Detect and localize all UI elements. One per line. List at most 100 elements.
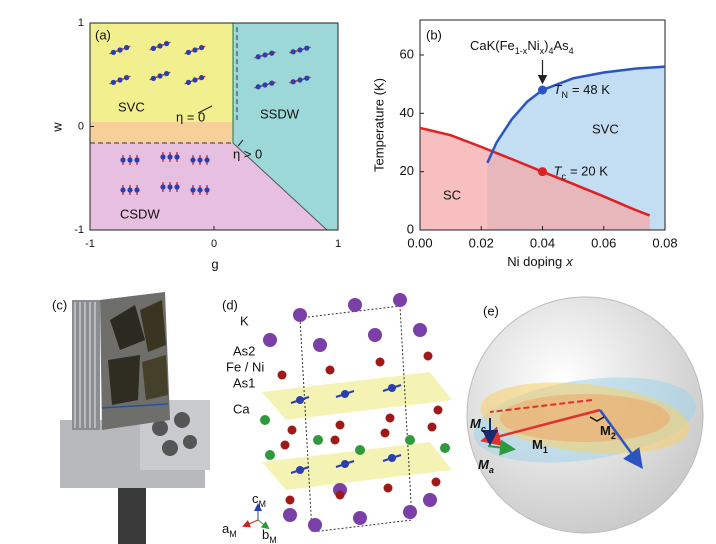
crystal-structure (260, 293, 452, 533)
ca-atom (405, 435, 415, 445)
atom (204, 157, 210, 163)
atom (198, 45, 205, 51)
atom (110, 49, 117, 55)
atom (150, 75, 157, 81)
point-label-part: T (554, 82, 563, 97)
axis-label-part: M (259, 499, 267, 509)
region-label: SVC (118, 99, 145, 114)
ca-atom (313, 435, 323, 445)
atom (297, 77, 303, 83)
as-atom (335, 420, 345, 430)
vector-label-part: a (489, 465, 494, 475)
panel-label: (b) (426, 27, 442, 42)
y-axis-label: Temperature (K) (371, 78, 386, 172)
molecule-icon (160, 152, 180, 162)
as-atom (325, 365, 335, 375)
point-label: Tc = 20 K (554, 164, 609, 182)
atom (117, 77, 123, 83)
x-axis-label: Ni doping x (507, 254, 573, 269)
x-axis-label: g (211, 256, 218, 271)
y-tick-label: 0 (407, 221, 414, 236)
atom (123, 75, 130, 81)
x-axis-label-part: x (565, 254, 573, 269)
atom (255, 54, 261, 60)
vector-label-part: c (481, 424, 486, 434)
atom (134, 157, 140, 163)
region-ssdw (233, 23, 338, 230)
panel-label: (e) (483, 303, 499, 318)
atom (174, 184, 180, 190)
x-tick-label: 0.02 (469, 235, 494, 250)
chart-title-part: CaK(Fe (470, 38, 515, 53)
boundary (232, 142, 328, 231)
molecule-icon (120, 155, 140, 165)
point-label: TN = 48 K (554, 82, 611, 100)
atom (290, 49, 296, 55)
axis-label-part: b (262, 527, 269, 542)
atom (192, 77, 198, 83)
region-label: SVC (592, 121, 619, 136)
as-atom (375, 357, 385, 367)
ca-atom (265, 450, 275, 460)
axis-label-part: c (252, 491, 259, 506)
k-atom (283, 508, 297, 522)
highlight-point (538, 167, 547, 177)
axis-label-part: M (229, 529, 237, 539)
x-axis-label-part: Ni doping (507, 254, 562, 269)
y-axis-label: w (49, 122, 64, 133)
axis-label: cM (252, 491, 266, 509)
molecule-icon (160, 182, 180, 192)
axis-label-part: M (269, 535, 277, 544)
atom (110, 79, 117, 85)
point-label-part: = 48 K (572, 82, 610, 97)
sphere-diagram (466, 296, 704, 534)
as-atom (427, 422, 437, 432)
molecule-icon (254, 80, 276, 90)
fe-spin (335, 390, 355, 398)
as-atom (285, 495, 295, 505)
as-atom (431, 477, 441, 487)
atom (262, 82, 268, 88)
atom (198, 75, 205, 81)
k-atom (413, 323, 427, 337)
atom (134, 187, 140, 193)
k-atom (403, 505, 417, 519)
as-atom (280, 440, 290, 450)
k-atom (313, 338, 327, 352)
annotation: η > 0 (233, 146, 262, 161)
atom (197, 157, 203, 163)
molecule-icon (254, 50, 276, 60)
k-atom (393, 293, 407, 307)
atom (269, 80, 275, 86)
atom-label: K (240, 313, 249, 328)
region-svc (90, 23, 233, 122)
atom (190, 187, 196, 193)
atom-label: As1 (233, 375, 255, 390)
chart-title-part: 4 (548, 46, 553, 56)
chart-title-part: ) (544, 38, 548, 53)
molecule-icon (120, 185, 140, 195)
y-tick-label: 1 (78, 17, 84, 29)
atom (197, 187, 203, 193)
atom (297, 47, 303, 53)
ca-atom (355, 445, 365, 455)
y-tick-label: 0 (78, 120, 84, 132)
vector-label-part: M (478, 457, 490, 472)
atom (192, 47, 198, 53)
as-atom (385, 413, 395, 423)
axis-a (242, 519, 259, 528)
chart-title-part: 4 (569, 46, 574, 56)
x-tick-label: 0 (211, 238, 217, 250)
fe-spin (382, 454, 402, 462)
ca-atom (260, 415, 270, 425)
chart-title-part: x (540, 46, 545, 56)
fe-spin (382, 384, 402, 392)
vector-label-part: M (532, 437, 543, 452)
molecule-icon (184, 75, 206, 85)
x-tick-label: 1 (335, 238, 341, 250)
fe-plane (262, 442, 452, 490)
molecule-icon (149, 71, 171, 81)
vector-label: Mc (470, 416, 486, 434)
y-tick-label: -1 (74, 224, 84, 236)
as-atom (423, 351, 433, 361)
